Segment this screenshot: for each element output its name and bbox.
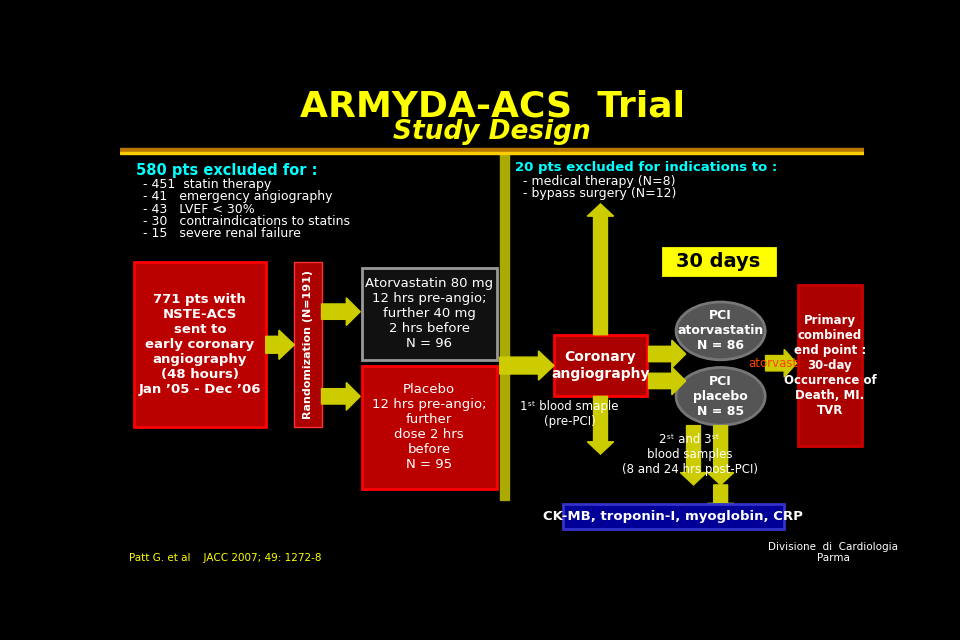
Ellipse shape xyxy=(676,367,765,425)
Text: Placebo
12 hrs pre-angio;
further
dose 2 hrs
before
N = 95: Placebo 12 hrs pre-angio; further dose 2… xyxy=(372,383,487,471)
FancyBboxPatch shape xyxy=(134,262,266,427)
Text: 30 days: 30 days xyxy=(676,252,760,271)
Text: 771 pts with
NSTE-ACS
sent to
early coronary
angiography
(48 hours)
Jan ’05 - De: 771 pts with NSTE-ACS sent to early coro… xyxy=(138,293,261,396)
Text: PCI
atorvastatin
N = 86: PCI atorvastatin N = 86 xyxy=(678,309,764,353)
Text: 2ˢᵗ and 3ˢᵗ
blood samples
(8 and 24 hrs post-PCI): 2ˢᵗ and 3ˢᵗ blood samples (8 and 24 hrs … xyxy=(622,433,757,476)
FancyBboxPatch shape xyxy=(500,154,509,500)
Polygon shape xyxy=(765,349,797,377)
Ellipse shape xyxy=(676,302,765,360)
Text: - 15   severe renal failure: - 15 severe renal failure xyxy=(143,227,301,241)
Text: ARMYDA-ACS  Trial: ARMYDA-ACS Trial xyxy=(300,89,684,123)
FancyBboxPatch shape xyxy=(564,504,784,529)
Text: atorvast: atorvast xyxy=(748,356,797,370)
FancyBboxPatch shape xyxy=(798,285,862,447)
Polygon shape xyxy=(500,351,554,380)
Polygon shape xyxy=(681,426,707,485)
FancyBboxPatch shape xyxy=(120,152,864,154)
Polygon shape xyxy=(649,367,685,395)
Polygon shape xyxy=(266,330,295,360)
Polygon shape xyxy=(322,383,360,410)
Text: Study Design: Study Design xyxy=(394,119,590,145)
Text: 580 pts excluded for :: 580 pts excluded for : xyxy=(135,163,317,178)
Text: - 451  statin therapy: - 451 statin therapy xyxy=(143,178,272,191)
Text: 20 pts excluded for indications to :: 20 pts excluded for indications to : xyxy=(516,161,778,174)
Text: 1ˢᵗ blood smaple
(pre-PCI): 1ˢᵗ blood smaple (pre-PCI) xyxy=(520,400,619,428)
Text: - 41   emergency angiography: - 41 emergency angiography xyxy=(143,191,333,204)
Polygon shape xyxy=(649,340,685,368)
FancyBboxPatch shape xyxy=(295,262,322,427)
FancyBboxPatch shape xyxy=(362,365,497,489)
Text: Primary
combined
end point :
30-day
Occurrence of
Death, MI.
TVR: Primary combined end point : 30-day Occu… xyxy=(783,314,876,417)
Polygon shape xyxy=(588,204,613,335)
Polygon shape xyxy=(708,485,733,516)
Text: CK-MB, troponin-I, myoglobin, CRP: CK-MB, troponin-I, myoglobin, CRP xyxy=(543,510,804,523)
FancyBboxPatch shape xyxy=(662,248,775,275)
FancyBboxPatch shape xyxy=(554,335,647,396)
FancyBboxPatch shape xyxy=(362,268,497,360)
Text: Patt G. et al    JACC 2007; 49: 1272-8: Patt G. et al JACC 2007; 49: 1272-8 xyxy=(130,553,322,563)
Text: PCI
placebo
N = 85: PCI placebo N = 85 xyxy=(693,375,748,418)
Text: Randomization (N=191): Randomization (N=191) xyxy=(302,270,313,419)
Text: Coronary
angiography: Coronary angiography xyxy=(551,351,650,381)
Polygon shape xyxy=(708,426,733,485)
Polygon shape xyxy=(322,298,360,326)
Text: Divisione  di  Cardiologia
Parma: Divisione di Cardiologia Parma xyxy=(768,542,898,563)
Text: - medical therapy (N=8): - medical therapy (N=8) xyxy=(523,175,676,188)
Text: Atorvastatin 80 mg
12 hrs pre-angio;
further 40 mg
2 hrs before
N = 96: Atorvastatin 80 mg 12 hrs pre-angio; fur… xyxy=(365,278,493,351)
Polygon shape xyxy=(588,396,613,454)
FancyBboxPatch shape xyxy=(120,148,864,152)
Text: - bypass surgery (N=12): - bypass surgery (N=12) xyxy=(523,188,677,200)
Text: - 30   contraindications to statins: - 30 contraindications to statins xyxy=(143,215,350,228)
Text: - 43   LVEF < 30%: - 43 LVEF < 30% xyxy=(143,203,255,216)
